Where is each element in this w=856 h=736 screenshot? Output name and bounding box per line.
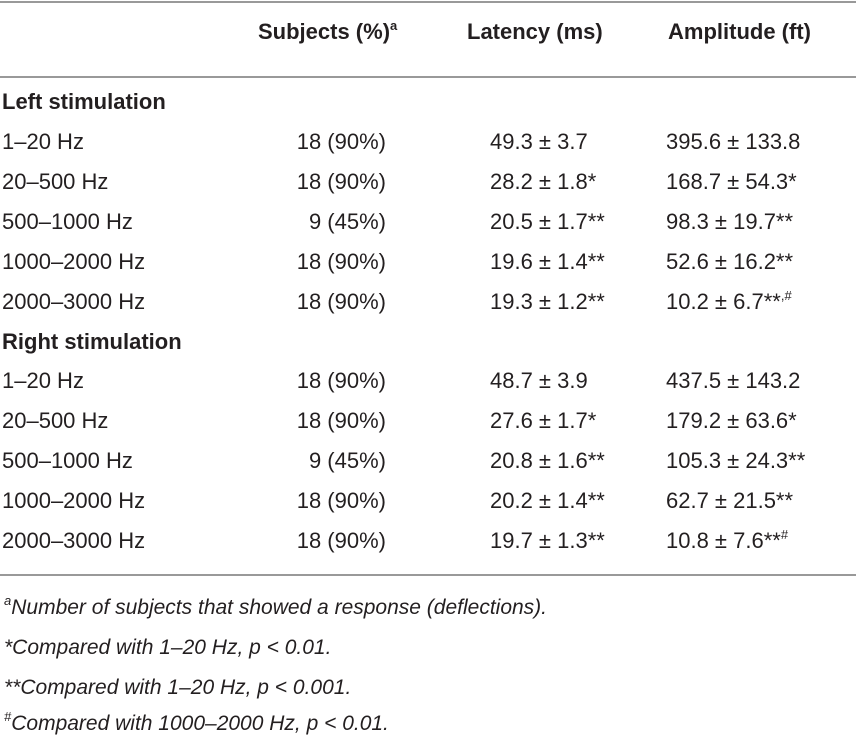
row-label: 2000–3000 Hz: [2, 528, 146, 553]
row-label: 1000–2000 Hz: [2, 248, 146, 274]
cell-text: 10.8 ± 7.6**: [666, 528, 781, 553]
amplitude-cell: 437.5 ± 143.2: [666, 368, 801, 393]
row-label: 1–20 Hz: [2, 128, 84, 154]
subjects-cell: 18 (90%): [296, 368, 386, 393]
latency-cell: 20.8 ± 1.6**: [490, 448, 605, 473]
footnote: *Compared with 1–20 Hz, p < 0.01.: [4, 634, 331, 662]
superscript: a: [4, 593, 12, 608]
amplitude-cell: 10.2 ± 6.7**,#: [666, 288, 792, 316]
subjects-cell: 18 (90%): [296, 488, 386, 513]
cell-text: Subjects (%): [258, 19, 391, 44]
top-rule: [0, 1, 856, 3]
footnote: #Compared with 1000–2000 Hz, p < 0.01.: [4, 710, 389, 736]
latency-cell: 19.6 ± 1.4**: [490, 248, 605, 274]
amplitude-cell: 179.2 ± 63.6*: [666, 408, 797, 433]
amplitude-cell: 395.6 ± 133.8: [666, 128, 801, 154]
row-label: 500–1000 Hz: [2, 448, 133, 473]
amplitude-cell: 62.7 ± 21.5**: [666, 488, 794, 513]
latency-cell: 19.3 ± 1.2**: [490, 288, 605, 314]
subjects-cell: 18 (90%): [296, 248, 386, 274]
row-label: 20–500 Hz: [2, 408, 109, 433]
superscript: a: [390, 18, 398, 33]
bottom-rule: [0, 574, 856, 576]
superscript: #: [4, 709, 12, 724]
amplitude-cell: 10.8 ± 7.6**#: [666, 527, 788, 555]
row-label: 20–500 Hz: [2, 168, 109, 194]
cell-text: Number of subjects that showed a respons…: [11, 596, 548, 619]
column-header: Amplitude (ft): [668, 19, 811, 44]
column-header: Latency (ms): [467, 19, 603, 44]
cell-text: 10.2 ± 6.7**: [666, 288, 781, 314]
superscript: ,#: [780, 287, 792, 303]
latency-cell: 20.2 ± 1.4**: [490, 488, 605, 513]
header-rule: [0, 76, 856, 78]
section-title: Left stimulation: [2, 89, 166, 114]
amplitude-cell: 105.3 ± 24.3**: [666, 448, 806, 473]
amplitude-cell: 52.6 ± 16.2**: [666, 248, 794, 274]
subjects-cell: 18 (90%): [296, 128, 386, 154]
subjects-cell: 18 (90%): [296, 288, 386, 314]
latency-cell: 49.3 ± 3.7: [490, 128, 588, 154]
latency-cell: 28.2 ± 1.8*: [490, 168, 597, 194]
subjects-cell: 18 (90%): [296, 408, 386, 433]
row-label: 500–1000 Hz: [2, 208, 133, 234]
latency-cell: 19.7 ± 1.3**: [490, 528, 605, 553]
latency-cell: 20.5 ± 1.7**: [490, 208, 605, 234]
subjects-cell: 9 (45%): [308, 448, 386, 473]
latency-cell: 27.6 ± 1.7*: [490, 408, 597, 433]
superscript: #: [780, 527, 789, 542]
amplitude-cell: 168.7 ± 54.3*: [666, 168, 797, 194]
row-label: 1000–2000 Hz: [2, 488, 146, 513]
footnote: **Compared with 1–20 Hz, p < 0.001.: [4, 674, 351, 702]
subjects-cell: 9 (45%): [308, 208, 386, 234]
row-label: 2000–3000 Hz: [2, 288, 146, 314]
cell-text: **Compared with 1–20 Hz, p < 0.001.: [4, 676, 352, 699]
subjects-cell: 18 (90%): [296, 528, 386, 553]
column-header: Subjects (%)a: [258, 18, 397, 46]
cell-text: *Compared with 1–20 Hz, p < 0.01.: [4, 636, 332, 659]
cell-text: Compared with 1000–2000 Hz, p < 0.01.: [11, 712, 389, 735]
latency-cell: 48.7 ± 3.9: [490, 368, 588, 393]
footnote: aNumber of subjects that showed a respon…: [4, 594, 547, 622]
amplitude-cell: 98.3 ± 19.7**: [666, 208, 794, 234]
section-title: Right stimulation: [2, 328, 182, 354]
subjects-cell: 18 (90%): [296, 168, 386, 194]
row-label: 1–20 Hz: [2, 368, 84, 393]
